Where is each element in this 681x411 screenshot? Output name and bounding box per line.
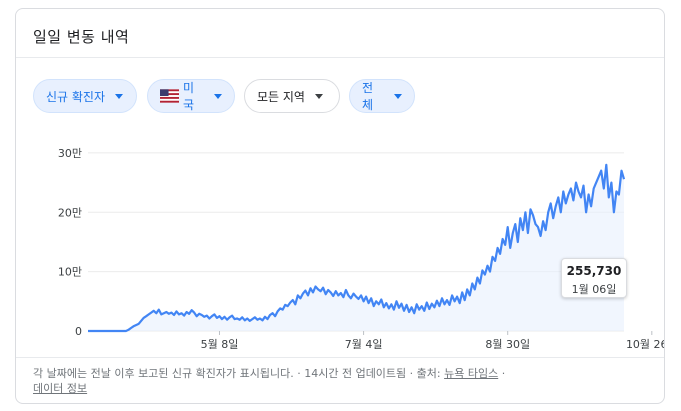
y-tick-label: 0 <box>75 325 82 338</box>
card-title: 일일 변동 내역 <box>33 28 130 46</box>
cases-line <box>88 163 626 333</box>
period-filter-chip[interactable]: 전체 <box>349 79 415 113</box>
chevron-down-icon <box>115 93 124 99</box>
metric-filter-label: 신규 확진자 <box>46 89 106 104</box>
y-axis-ticks: 0 10만 20만 30만 <box>58 147 82 338</box>
period-filter-label: 전체 <box>362 81 374 112</box>
tooltip-value: 255,730 <box>566 264 622 278</box>
country-filter-chip[interactable]: 미국 <box>147 79 235 113</box>
metric-filter-chip[interactable]: 신규 확진자 <box>33 79 137 113</box>
footer-divider <box>16 357 664 358</box>
data-info-link[interactable]: 데이터 정보 <box>33 382 88 395</box>
x-tick-label: 7월 4일 <box>345 337 383 349</box>
daily-change-card: 일일 변동 내역 신규 확진자 미국 모든 지역 전체 0 10만 20만 30만 5… <box>15 8 665 404</box>
x-tick-label: 8월 30일 <box>485 337 530 349</box>
region-filter-chip[interactable]: 모든 지역 <box>244 79 340 113</box>
footer-note: 각 날짜에는 전날 이후 보고된 신규 확진자가 표시됩니다. · 14시간 전… <box>33 366 653 396</box>
chevron-down-icon <box>214 93 222 99</box>
y-tick-label: 20만 <box>58 206 82 219</box>
title-divider <box>16 57 664 58</box>
us-flag-icon <box>160 89 179 103</box>
x-tick-label: 10월 26일 <box>626 337 664 349</box>
country-filter-label: 미국 <box>183 81 195 112</box>
source-link[interactable]: 뉴욕 타임스 <box>444 367 499 380</box>
cases-area <box>88 164 624 331</box>
x-tick-label: 5월 8일 <box>201 337 239 349</box>
region-filter-label: 모든 지역 <box>257 89 305 104</box>
tooltip-date: 1월 06일 <box>571 283 617 296</box>
y-tick-label: 10만 <box>58 266 82 279</box>
y-tick-label: 30만 <box>58 147 82 160</box>
footer-text: 각 날짜에는 전날 이후 보고된 신규 확진자가 표시됩니다. · 14시간 전… <box>33 367 445 380</box>
chevron-down-icon <box>314 93 323 99</box>
value-tooltip: 255,730 1월 06일 <box>561 258 627 298</box>
chevron-down-icon <box>394 93 402 99</box>
footer-separator: · <box>498 367 506 380</box>
